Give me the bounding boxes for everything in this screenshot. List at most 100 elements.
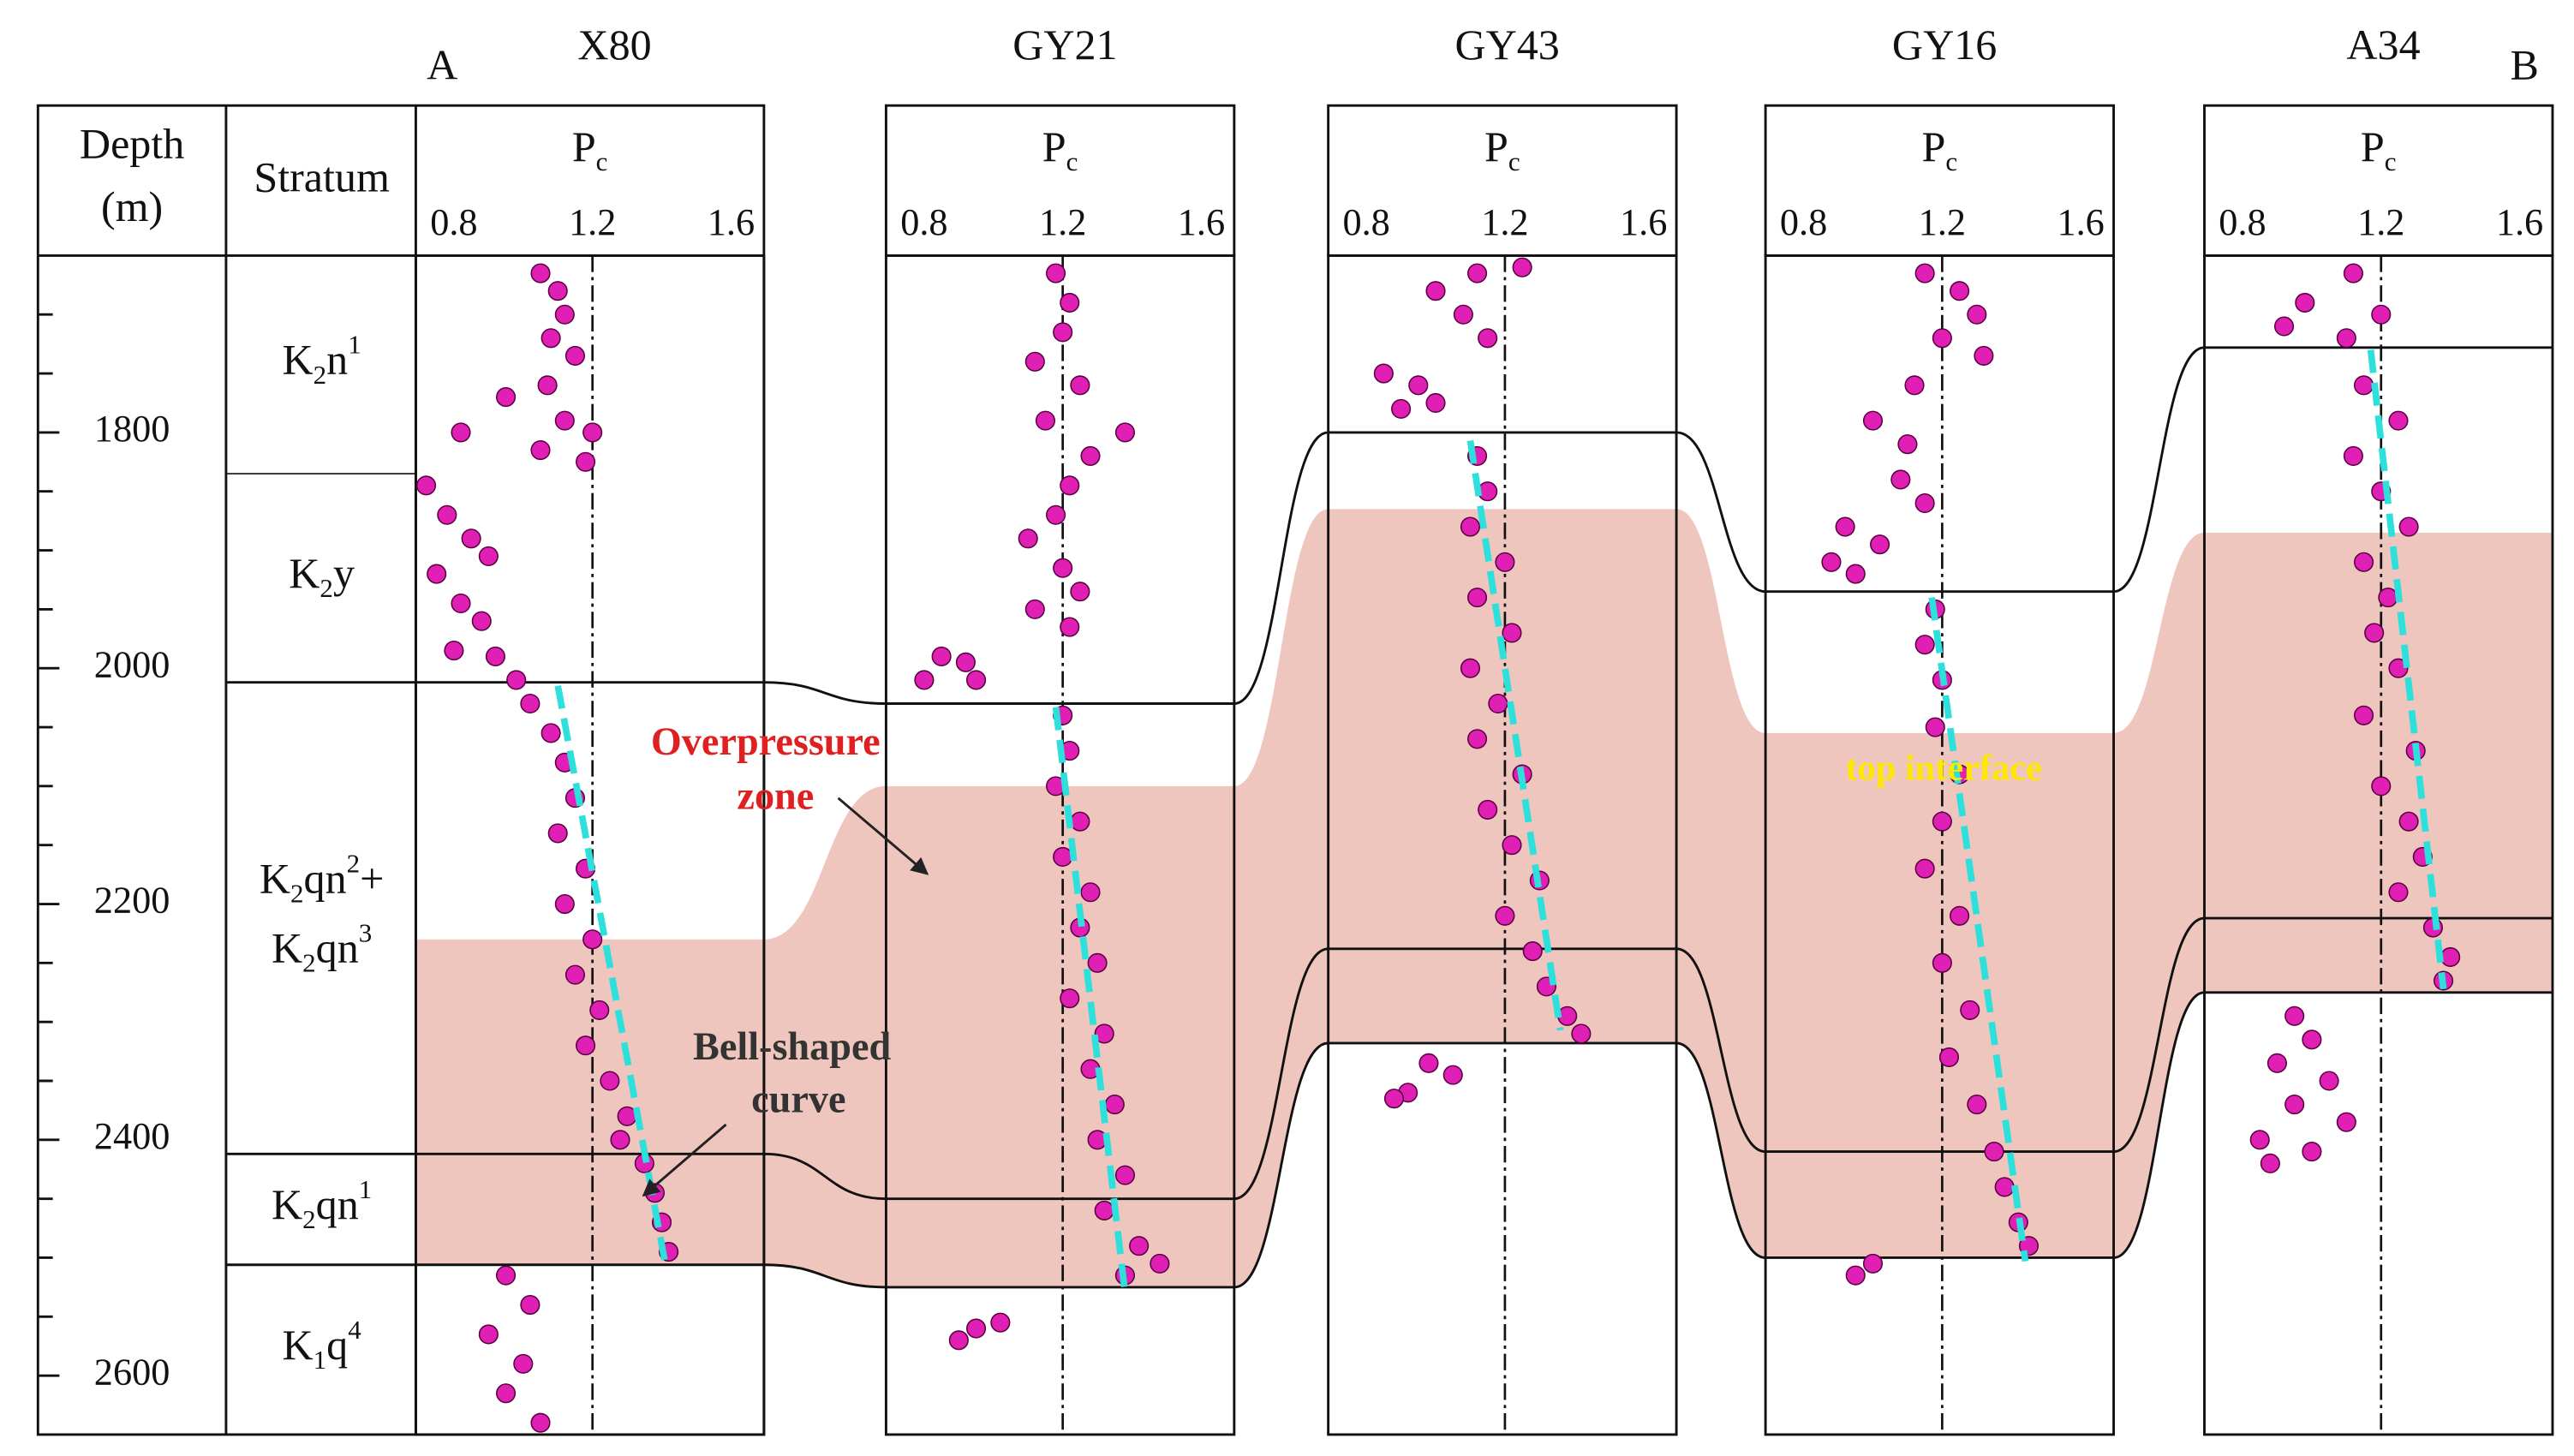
data-point	[2343, 445, 2363, 466]
data-point	[554, 304, 575, 325]
depth-tick-label: 2200	[94, 880, 170, 922]
data-point	[437, 504, 457, 525]
data-point	[520, 693, 540, 714]
depth-tick-label: 1800	[94, 408, 170, 450]
data-point	[2398, 811, 2419, 832]
data-point	[520, 1294, 540, 1316]
data-point	[2302, 1142, 2322, 1162]
text-segment: c	[596, 146, 608, 176]
depth-header: Depth	[80, 120, 184, 168]
data-point	[2336, 1112, 2356, 1132]
data-point	[1070, 811, 1090, 832]
pc-tick-label: 1.6	[2496, 201, 2543, 243]
depth-tick-label: 2000	[94, 643, 170, 685]
data-point	[2266, 1053, 2287, 1073]
text-segment: K	[283, 336, 314, 384]
data-point	[2364, 623, 2385, 643]
data-point	[1914, 263, 1935, 283]
data-point	[2398, 516, 2419, 537]
data-point	[589, 1000, 610, 1020]
data-point	[1080, 445, 1101, 466]
data-point	[1060, 292, 1080, 313]
data-point	[1967, 1094, 1987, 1115]
data-point	[1442, 1065, 1463, 1085]
text-segment: P	[1484, 123, 1508, 171]
stratum-header: Stratum	[254, 152, 390, 200]
data-point	[451, 593, 471, 614]
stratum-label: K2y	[289, 549, 355, 603]
data-point	[600, 1071, 620, 1091]
annotation: Overpressure	[651, 719, 881, 763]
data-point	[1478, 328, 1498, 349]
data-point	[1460, 516, 1481, 537]
overpressure-zone	[886, 785, 1234, 1287]
text-segment: K	[283, 1321, 314, 1369]
stratum-label: K2qn2+	[260, 849, 385, 909]
pc-tick-label: 1.2	[1919, 201, 1966, 243]
data-point	[914, 670, 935, 690]
horizon-connector	[1675, 1041, 1766, 1259]
data-point	[1890, 469, 1911, 490]
text-segment: P	[572, 123, 596, 171]
pc-header: Pc	[2361, 123, 2397, 177]
data-point	[955, 652, 976, 672]
stratum-label: K2qn3	[272, 918, 372, 978]
text-segment: K	[289, 549, 320, 597]
text-segment: 1	[314, 1345, 327, 1375]
data-point	[496, 1265, 517, 1286]
text-segment: c	[2385, 146, 2397, 176]
overpressure-connector	[763, 785, 887, 1287]
data-point	[1862, 410, 1884, 431]
text-segment: 2	[290, 879, 304, 909]
pc-tick-label: 1.2	[569, 201, 616, 243]
data-point	[1114, 422, 1136, 443]
data-point	[582, 929, 603, 950]
data-point	[610, 1130, 630, 1150]
text-segment: qn	[304, 855, 347, 903]
data-point	[530, 439, 551, 461]
data-point	[1467, 588, 1488, 608]
data-point	[540, 328, 561, 349]
horizon-connector	[763, 681, 887, 705]
data-point	[1932, 811, 1952, 832]
trend-line	[1928, 597, 2029, 1262]
panel-body	[884, 254, 1236, 1436]
text-segment: qn	[316, 924, 359, 972]
data-point	[1094, 1200, 1114, 1220]
text-segment: 1	[359, 1174, 373, 1204]
data-point	[1821, 552, 1842, 572]
data-point	[1391, 398, 1412, 419]
data-point	[1488, 693, 1508, 714]
data-point	[1467, 729, 1488, 749]
data-point	[582, 422, 603, 443]
horizon-connector	[2113, 346, 2205, 594]
data-point	[2284, 1094, 2305, 1115]
data-point	[1046, 504, 1066, 525]
panel-body	[414, 254, 766, 1436]
horizon-connector	[1233, 431, 1329, 705]
pc-tick-label: 0.8	[430, 201, 477, 243]
data-point	[2378, 588, 2398, 608]
data-point	[1425, 281, 1446, 301]
text-segment: +	[360, 855, 384, 903]
data-point	[1150, 1253, 1170, 1274]
pc-tick-label: 1.6	[708, 201, 755, 243]
data-point	[2273, 316, 2295, 337]
panel-body	[1327, 254, 1678, 1436]
data-point	[461, 528, 481, 549]
pc-header: Pc	[1484, 123, 1520, 177]
data-point	[2371, 304, 2392, 325]
data-point	[554, 893, 575, 915]
well-name: GY43	[1454, 21, 1559, 69]
overpressure-connector	[1233, 509, 1329, 1287]
text-segment: K	[260, 855, 290, 903]
data-point	[1994, 1177, 2015, 1197]
well-name: GY21	[1012, 21, 1117, 69]
data-point	[478, 546, 499, 566]
horizon-connector	[1233, 947, 1329, 1201]
data-point	[1914, 635, 1935, 655]
data-point	[1984, 1142, 2004, 1162]
horizon-connector	[763, 1152, 887, 1201]
data-point	[496, 1383, 517, 1404]
